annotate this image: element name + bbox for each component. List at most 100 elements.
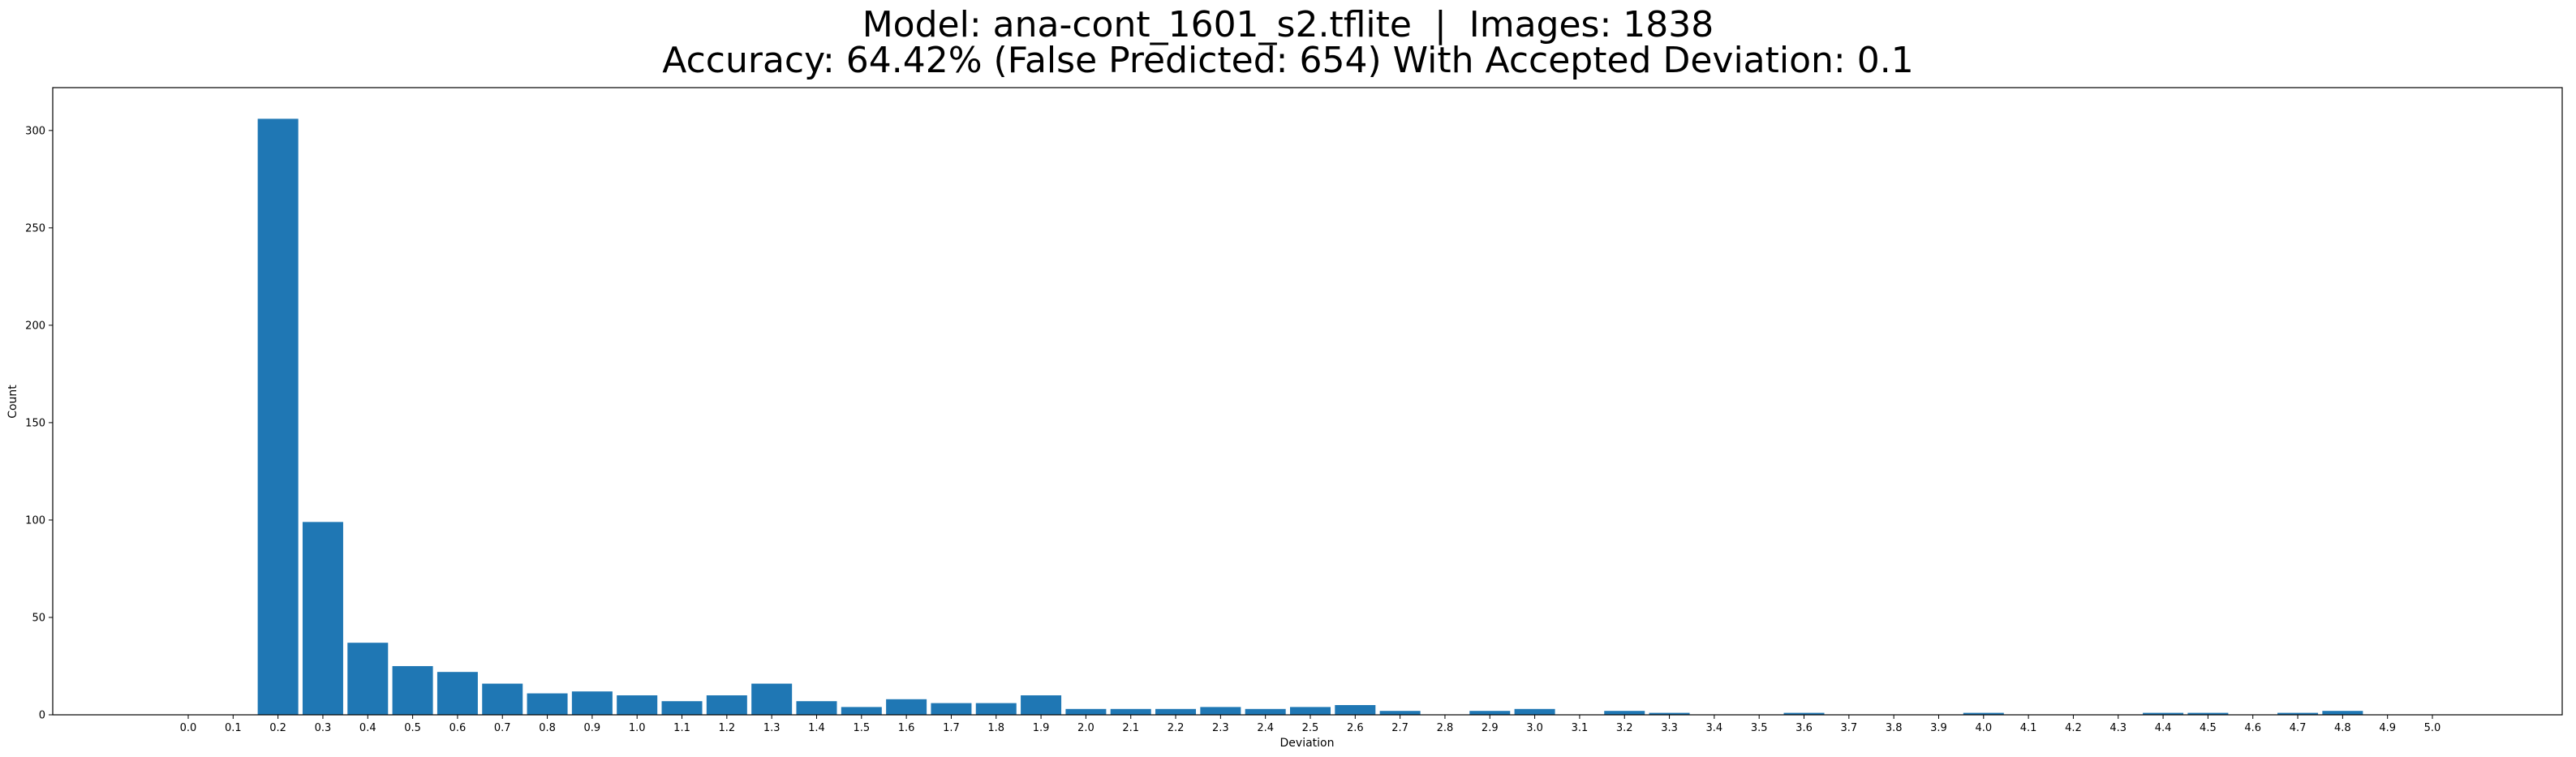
x-tick-label: 0.7 (494, 722, 511, 734)
x-tick-label: 3.9 (1930, 722, 1947, 734)
x-tick-label: 4.9 (2379, 722, 2396, 734)
x-tick-label: 0.0 (180, 722, 197, 734)
x-tick-label: 1.5 (853, 722, 870, 734)
bar-3.2 (1604, 711, 1645, 715)
x-tick-label: 0.5 (404, 722, 421, 734)
y-axis-ticks: 0 50 100 150 200 250 300 (25, 125, 53, 722)
x-tick-label: 1.8 (987, 722, 1004, 734)
x-tick-label: 4.1 (2020, 722, 2037, 734)
bar-1.5 (841, 707, 882, 715)
bar-3.6 (1783, 712, 1825, 715)
x-tick-label: 5.0 (2424, 722, 2441, 734)
y-tick-label: 50 (32, 612, 45, 624)
y-tick-label: 200 (25, 320, 45, 332)
bar-2.4 (1245, 708, 1286, 715)
bar-0.2 (257, 118, 299, 715)
x-tick-label: 2.9 (1482, 722, 1499, 734)
bar-2.3 (1200, 707, 1241, 715)
y-tick-label: 150 (25, 417, 45, 429)
bars-group (257, 118, 2363, 715)
x-tick-label: 0.6 (449, 722, 467, 734)
bar-1.3 (751, 683, 793, 715)
bar-1.9 (1021, 695, 1062, 715)
bar-4.7 (2277, 712, 2319, 715)
bar-0.7 (482, 683, 523, 715)
x-tick-label: 0.3 (315, 722, 332, 734)
bar-2.1 (1110, 708, 1151, 715)
x-tick-label: 0.9 (584, 722, 601, 734)
bar-0.9 (571, 691, 613, 715)
bar-2.9 (1469, 711, 1511, 715)
x-tick-label: 2.4 (1257, 722, 1274, 734)
x-tick-label: 1.3 (763, 722, 781, 734)
x-tick-label: 1.1 (673, 722, 690, 734)
bar-2.2 (1155, 708, 1197, 715)
bar-0.3 (302, 522, 343, 715)
plot-frame (52, 87, 2563, 716)
x-tick-label: 3.4 (1706, 722, 1723, 734)
x-tick-label: 2.8 (1437, 722, 1454, 734)
y-tick-label: 250 (25, 222, 45, 234)
x-tick-label: 0.1 (225, 722, 242, 734)
x-tick-label: 1.4 (808, 722, 825, 734)
y-axis-label: Count (6, 385, 19, 419)
bar-3.3 (1649, 712, 1690, 715)
x-tick-label: 3.0 (1526, 722, 1543, 734)
x-tick-label: 2.6 (1347, 722, 1364, 734)
bar-1.6 (886, 699, 927, 715)
bar-1.4 (796, 701, 837, 715)
bar-0.8 (527, 693, 568, 715)
x-tick-label: 0.4 (359, 722, 376, 734)
bar-2.7 (1379, 711, 1421, 715)
x-tick-label: 4.3 (2109, 722, 2127, 734)
bar-1.7 (931, 703, 972, 715)
bar-1.0 (617, 695, 658, 715)
x-tick-label: 2.5 (1302, 722, 1319, 734)
x-tick-label: 4.0 (1975, 722, 1992, 734)
bar-2.0 (1065, 708, 1107, 715)
x-tick-label: 4.8 (2334, 722, 2351, 734)
x-tick-label: 4.5 (2200, 722, 2217, 734)
x-tick-label: 3.6 (1795, 722, 1813, 734)
x-tick-label: 3.5 (1751, 722, 1768, 734)
x-tick-label: 0.8 (539, 722, 556, 734)
bar-1.1 (661, 701, 703, 715)
x-tick-label: 1.6 (898, 722, 915, 734)
bar-1.8 (975, 703, 1017, 715)
y-tick-label: 0 (39, 710, 45, 722)
bar-0.4 (347, 643, 389, 715)
x-tick-label: 1.0 (629, 722, 646, 734)
x-tick-label: 2.1 (1122, 722, 1139, 734)
y-tick-label: 300 (25, 125, 45, 137)
x-axis-ticks: 0.0 0.1 0.2 0.3 0.4 0.5 0.6 0.7 0.8 0.9 1.0 1.1 1.2 1… (180, 715, 2441, 734)
chart-title-line-1: Model: ana-cont_1601_s2.tflite | Images:… (862, 4, 1714, 45)
x-tick-label: 1.2 (718, 722, 735, 734)
x-tick-label: 4.7 (2290, 722, 2307, 734)
bar-1.2 (706, 695, 747, 715)
x-tick-label: 1.7 (943, 722, 960, 734)
x-tick-label: 3.3 (1661, 722, 1678, 734)
x-tick-label: 4.4 (2155, 722, 2172, 734)
x-tick-label: 2.0 (1077, 722, 1094, 734)
bar-0.6 (437, 672, 478, 715)
x-tick-label: 2.2 (1168, 722, 1185, 734)
bar-4.4 (2143, 712, 2184, 715)
bar-2.5 (1290, 707, 1331, 715)
x-tick-label: 3.1 (1572, 722, 1589, 734)
x-tick-label: 1.9 (1033, 722, 1050, 734)
bar-4.8 (2322, 711, 2363, 715)
bar-4.0 (1963, 712, 2004, 715)
x-tick-label: 4.6 (2244, 722, 2261, 734)
bar-3.0 (1514, 708, 1555, 715)
bar-4.5 (2187, 712, 2229, 715)
bar-2.6 (1335, 705, 1376, 715)
x-tick-label: 3.7 (1840, 722, 1857, 734)
x-tick-label: 2.3 (1212, 722, 1229, 734)
x-tick-label: 4.2 (2065, 722, 2082, 734)
x-tick-label: 2.7 (1391, 722, 1408, 734)
x-axis-label: Deviation (1280, 737, 1335, 750)
x-tick-label: 3.8 (1886, 722, 1903, 734)
bar-0.5 (392, 665, 433, 715)
x-tick-label: 3.2 (1616, 722, 1633, 734)
